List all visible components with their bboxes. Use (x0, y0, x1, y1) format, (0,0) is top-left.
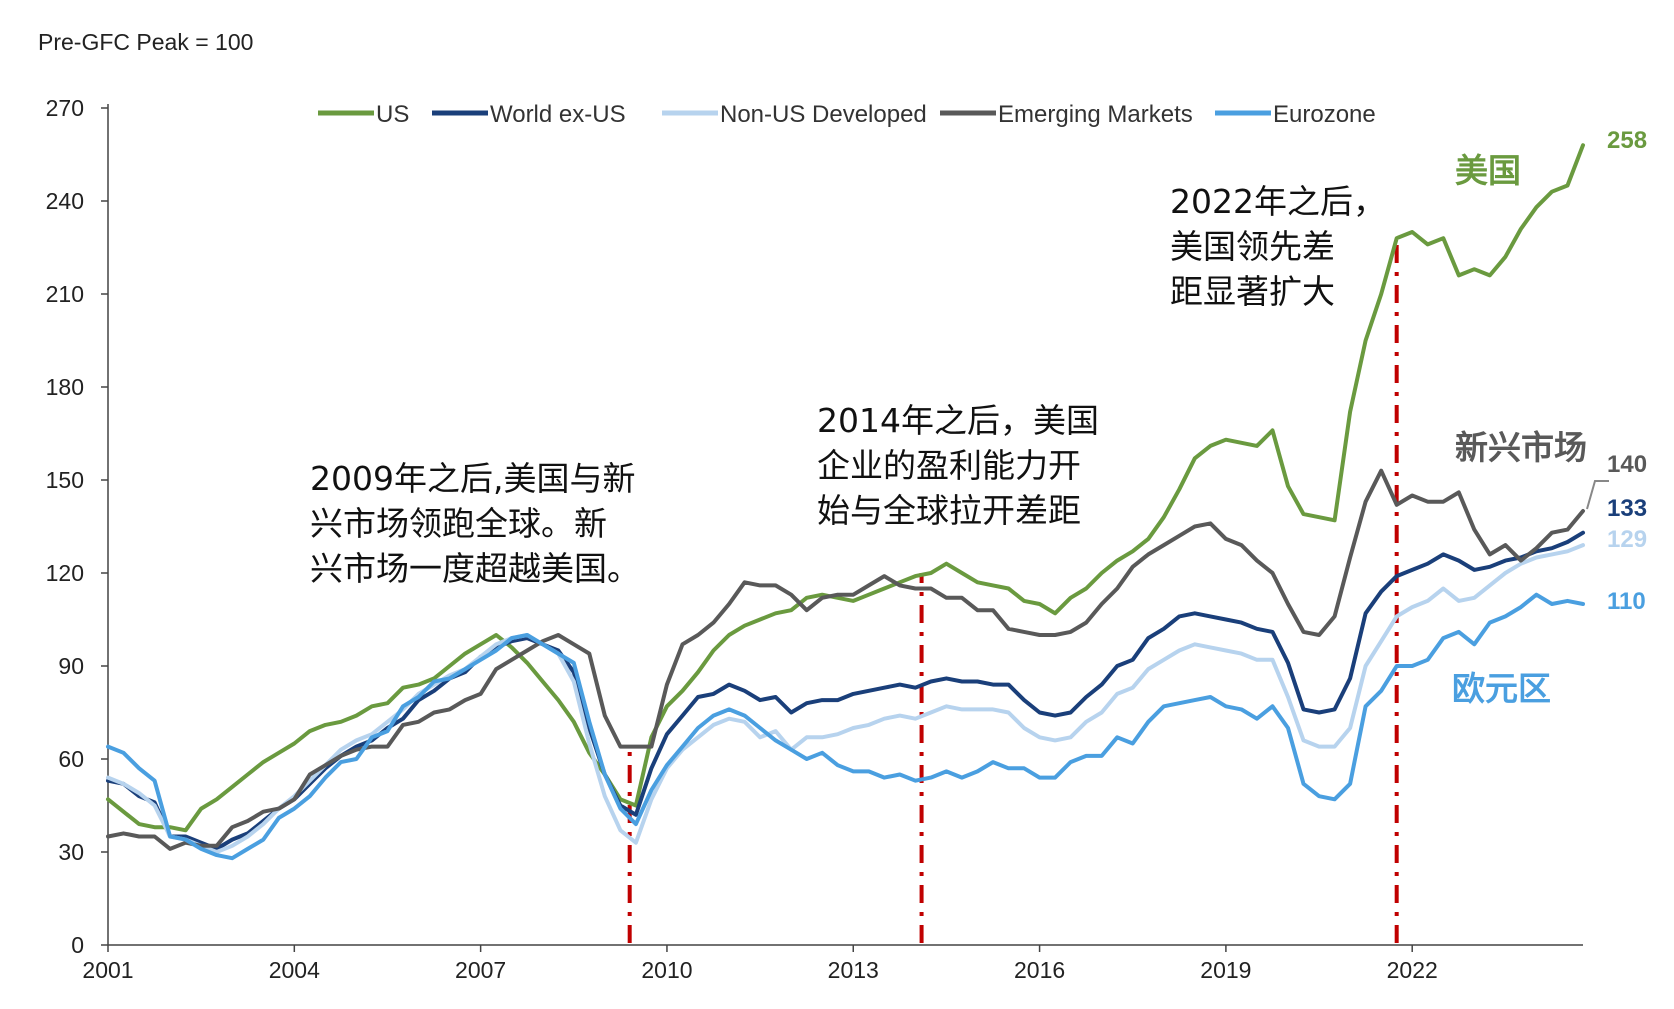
legend-entry: Non-US Developed (720, 101, 927, 128)
y-tick-label: 0 (71, 932, 84, 958)
end-label-leader (1586, 480, 1609, 510)
annotation-line: 2022年之后， (1170, 182, 1386, 221)
y-tick-label: 90 (58, 653, 84, 679)
y-tick-label: 270 (46, 95, 84, 121)
x-tick-label: 2013 (828, 957, 879, 983)
end-value-label: 133 (1607, 495, 1647, 522)
annotation-line: 距显著扩大 (1170, 272, 1335, 311)
end-value-labels: 258 140 133 129 110 (1586, 127, 1647, 615)
annotation-line: 企业的盈利能力开 (817, 446, 1081, 485)
annotation-text: 2009年之后,美国与新兴市场领跑全球。新兴市场一度超越美国。 (310, 459, 640, 588)
series-line-eurozone (106, 592, 1585, 861)
annotation-line: 2009年之后,美国与新 (310, 459, 635, 498)
annotation-text: 2022年之后， 美国领先差距显著扩大 (1170, 182, 1386, 311)
y-tick-label: 120 (46, 560, 84, 586)
annotation-line: 兴市场一度超越美国。 (310, 549, 640, 588)
legend-entry: US (376, 101, 409, 128)
x-tick-label: 2019 (1200, 957, 1251, 983)
x-tick-label: 2001 (82, 957, 133, 983)
y-tick-label: 30 (58, 839, 84, 865)
axes: 0 30 60 90 120 150 180 210 240 270 2001 2004 2007 201… (46, 95, 1583, 983)
series-line-us (106, 143, 1585, 833)
x-tick-label: 2004 (269, 957, 320, 983)
series-cn-label: 新兴市场 (1455, 428, 1587, 467)
y-tick-label: 150 (46, 467, 84, 493)
series-line-non-us-developed (106, 543, 1585, 854)
series-lines (106, 143, 1585, 861)
x-tick-label: 2010 (641, 957, 692, 983)
y-tick-label: 60 (58, 746, 84, 772)
series-line-world-ex-us (106, 530, 1585, 851)
annotations: 2009年之后,美国与新兴市场领跑全球。新兴市场一度超越美国。 2014年之后，美… (310, 182, 1386, 588)
series-line-emerging-markets (106, 468, 1585, 851)
reference-lines (627, 238, 1399, 943)
legend-entry: World ex-US (490, 101, 626, 128)
x-tick-label: 2016 (1014, 957, 1065, 983)
legend-entry: Emerging Markets (998, 101, 1193, 128)
annotation-line: 兴市场领跑全球。新 (310, 504, 607, 543)
series-cn-label: 美国 (1455, 151, 1521, 190)
units-label: Pre-GFC Peak = 100 (38, 29, 253, 55)
end-value-label: 258 (1607, 127, 1647, 154)
series-cn-label: 欧元区 (1452, 669, 1551, 708)
annotation-line: 美国领先差 (1170, 227, 1335, 266)
annotation-line: 始与全球拉开差距 (817, 491, 1081, 530)
legend-entry: Eurozone (1273, 101, 1376, 128)
x-tick-label: 2022 (1387, 957, 1438, 983)
legend: US World ex-US Non-US Developed Emerging Ma… (318, 101, 1376, 128)
x-tick-label: 2007 (455, 957, 506, 983)
end-value-label: 110 (1607, 588, 1646, 615)
y-tick-label: 180 (46, 374, 84, 400)
end-value-label: 140 (1607, 451, 1647, 478)
annotation-line: 2014年之后，美国 (817, 401, 1099, 440)
y-tick-label: 240 (46, 188, 84, 214)
annotation-text: 2014年之后，美国企业的盈利能力开始与全球拉开差距 (817, 401, 1099, 530)
end-value-label: 129 (1607, 526, 1647, 553)
y-tick-label: 210 (46, 281, 84, 307)
